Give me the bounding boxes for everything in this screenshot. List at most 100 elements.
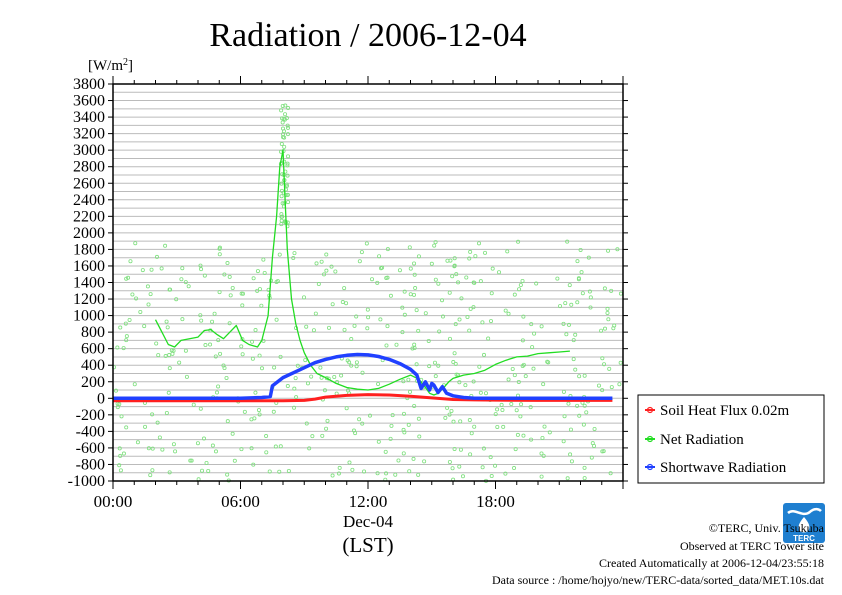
net-radiation-sample-point [354,364,359,369]
net-radiation-sample-point [618,291,623,296]
y-tick-label: 800 [81,324,105,341]
net-radiation-sample-point [519,402,524,407]
net-radiation-sample-point [166,390,171,395]
net-radiation-sample-point [307,446,312,451]
net-radiation-sample-point [520,338,525,343]
net-radiation-sample-point [163,243,168,248]
net-radiation-sample-point [450,274,455,279]
net-radiation-sample-point [345,358,350,363]
net-radiation-sample-point [567,283,572,288]
net-radiation-sample-point [478,279,483,284]
net-radiation-sample-point [401,427,406,432]
net-radiation-sample-point [264,434,269,439]
net-radiation-sample-point [365,307,370,312]
net-radiation-sample-point [214,390,219,395]
net-radiation-sample-point [376,381,381,386]
net-radiation-sample-point [402,289,407,294]
net-radiation-sample-point [163,354,168,359]
net-radiation-sample-point [183,348,188,353]
net-radiation-sample-point [541,382,546,387]
net-radiation-sample-point [512,292,517,297]
net-radiation-sample-point [285,384,290,389]
net-radiation-sample-point [167,353,172,358]
net-radiation-sample-point [427,364,432,369]
net-radiation-sample-point [452,446,457,451]
net-radiation-sample-point [240,352,245,357]
net-radiation-sample-point [582,465,587,470]
net-radiation-sample-point [416,254,421,259]
net-radiation-sample-point [294,395,299,400]
net-radiation-sample-point [165,325,170,330]
net-radiation-sample-point [113,388,118,393]
net-radiation-sample-point [279,194,284,199]
net-radiation-sample-point [126,275,131,280]
net-radiation-sample-point [458,419,463,424]
net-radiation-sample-point [230,286,235,291]
net-radiation-sample-point [280,116,285,121]
net-radiation-sample-point [259,366,264,371]
net-radiation-sample-point [274,279,279,284]
net-radiation-sample-point [575,259,580,264]
net-radiation-sample-point [249,417,254,422]
net-radiation-sample-point [325,418,330,423]
net-radiation-sample-point [468,249,473,254]
net-radiation-sample-point [340,300,345,305]
net-radiation-sample-point [285,163,290,168]
net-radiation-sample-point [571,338,576,343]
net-radiation-sample-point [413,286,418,291]
net-radiation-sample-point [347,460,352,465]
net-radiation-sample-point [573,367,578,372]
net-radiation-sample-point [618,360,623,365]
net-radiation-sample-point [330,302,335,307]
net-radiation-sample-point [282,129,287,134]
credit-copyright: ©TERC, Univ. Tsukuba [708,521,824,535]
net-radiation-sample-point [473,254,478,259]
net-radiation-sample-point [157,435,162,440]
y-tick-label: 3800 [73,76,105,93]
net-radiation-sample-point [345,388,350,393]
net-radiation-sample-point [605,310,610,315]
net-radiation-sample-point [285,123,290,128]
net-radiation-sample-point [411,456,416,461]
net-radiation-sample-point [433,374,438,379]
net-radiation-sample-point [274,317,279,322]
net-radiation-sample-point [145,284,150,289]
net-radiation-sample-point [575,300,580,305]
legend-marker [646,463,654,471]
legend-label: Soil Heat Flux 0.02m [660,403,790,419]
net-radiation-sample-point [578,247,583,252]
net-radiation-sample-point [493,412,498,417]
net-radiation-sample-point [568,452,573,457]
net-radiation-sample-point [324,426,329,431]
net-radiation-sample-point [448,258,453,263]
net-radiation-sample-point [164,411,169,416]
net-radiation-sample-point [432,360,437,365]
net-radiation-sample-point [477,364,482,369]
net-radiation-sample-point [180,266,185,271]
legend-label: Shortwave Radiation [660,460,787,476]
net-radiation-sample-point [354,314,359,319]
net-radiation-sample-point [184,374,189,379]
net-radiation-sample-point [167,366,172,371]
net-radiation-sample-point [375,280,380,285]
net-radiation-sample-point [486,336,491,341]
net-radiation-sample-point [286,468,291,473]
net-radiation-sample-point [225,261,230,266]
net-radiation-sample-point [336,471,341,476]
net-radiation-sample-point [256,408,261,413]
net-radiation-sample-point [286,125,291,130]
net-radiation-sample-point [127,317,132,322]
net-radiation-sample-point [410,346,415,351]
net-radiation-sample-point [117,402,122,407]
net-radiation-sample-point [450,466,455,471]
grid-lines [113,83,623,482]
net-radiation-sample-point [117,446,122,451]
net-radiation-sample-point [447,290,452,295]
net-radiation-sample-point [242,409,247,414]
net-radiation-sample-point [555,276,560,281]
net-radiation-sample-point [576,276,581,281]
net-radiation-sample-point [250,356,255,361]
net-radiation-sample-point [603,326,608,331]
net-radiation-sample-point [285,173,290,178]
